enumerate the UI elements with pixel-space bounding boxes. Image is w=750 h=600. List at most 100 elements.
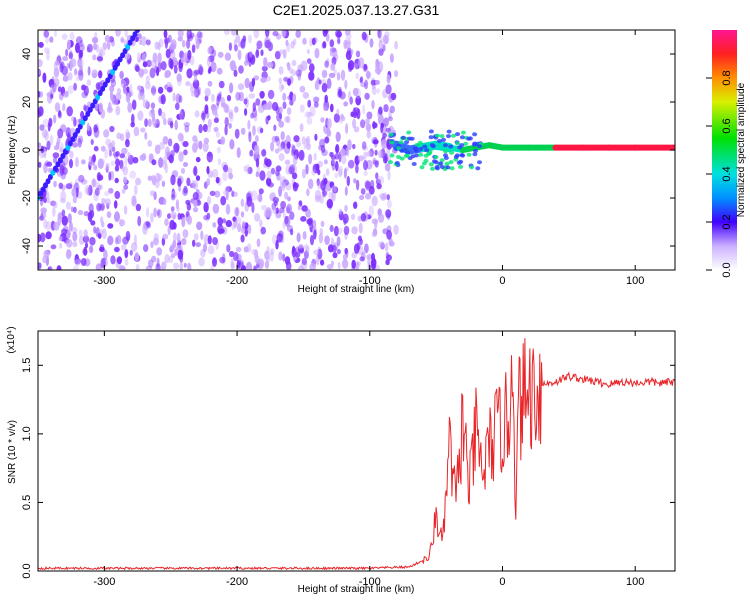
- heatmap-cell: [260, 77, 267, 83]
- heatmap-cell: [164, 146, 170, 158]
- heatmap-cell: [126, 86, 130, 93]
- heatmap-trace-cell: [132, 31, 138, 38]
- heatmap-cell: [329, 39, 335, 48]
- heatmap-cell: [353, 126, 360, 133]
- heatmap-xlabel: Height of straight line (km): [298, 284, 415, 295]
- heatmap-cell: [318, 79, 322, 85]
- heatmap-cell: [220, 136, 226, 145]
- heatmap-cell: [314, 48, 320, 59]
- heatmap-cell: [129, 83, 133, 93]
- heatmap-cell: [235, 246, 242, 253]
- heatmap-cell: [116, 132, 122, 140]
- heatmap-cell: [279, 49, 284, 55]
- heatmap-cell: [212, 106, 218, 116]
- heatmap-cell: [40, 153, 44, 159]
- heatmap-cell: [385, 251, 390, 259]
- heatmap-cell: [95, 263, 102, 270]
- heatmap-cell: [72, 195, 77, 204]
- heatmap-cell: [125, 94, 129, 102]
- heatmap-cell: [151, 255, 157, 263]
- heatmap-cell: [119, 159, 124, 170]
- heatmap-cell: [284, 191, 289, 200]
- heatmap-cell: [284, 256, 291, 265]
- heatmap-cell: [222, 218, 227, 224]
- heatmap-cell: [72, 265, 79, 270]
- heatmap-cell: [115, 93, 122, 101]
- heatmap-cell: [93, 164, 98, 171]
- heatmap-cell: [57, 86, 62, 93]
- heatmap-cell: [210, 61, 217, 73]
- heatmap-cell: [131, 199, 138, 207]
- heatmap-cell: [75, 75, 80, 82]
- heatmap-cell: [203, 202, 209, 213]
- heatmap-cell: [394, 70, 399, 78]
- heatmap-cell: [69, 31, 75, 41]
- heatmap-cell: [167, 138, 173, 147]
- heatmap-cell: [75, 187, 79, 198]
- heatmap-cell: [301, 136, 306, 145]
- heatmap-cell: [127, 102, 133, 113]
- heatmap-cell: [361, 31, 367, 41]
- heatmap-cell: [138, 91, 143, 101]
- heatmap-cell: [163, 117, 167, 126]
- heatmap-transition-cell: [446, 129, 452, 134]
- heatmap-cell: [212, 222, 217, 228]
- heatmap-cell: [243, 165, 248, 173]
- heatmap-cell: [286, 203, 293, 214]
- heatmap-cell: [253, 265, 257, 270]
- heatmap-cell: [114, 236, 119, 245]
- heatmap-cell: [332, 252, 338, 259]
- heatmap-cell: [42, 118, 49, 128]
- heatmap-cell: [144, 118, 149, 127]
- heatmap-cell: [269, 251, 274, 262]
- heatmap-transition-cell: [398, 140, 404, 145]
- heatmap-cell: [59, 164, 65, 176]
- heatmap-transition-cell: [430, 144, 436, 149]
- heatmap-cell: [386, 74, 391, 84]
- snr-ytick-label: 0.0: [21, 563, 33, 578]
- heatmap-trace-cell: [40, 186, 46, 193]
- heatmap-cell: [324, 94, 329, 103]
- heatmap-cell: [190, 91, 197, 97]
- heatmap-cell: [228, 42, 232, 51]
- heatmap-cell: [229, 82, 234, 94]
- heatmap-cell: [177, 132, 184, 142]
- heatmap-cell: [248, 93, 256, 99]
- heatmap-cell: [344, 41, 351, 49]
- heatmap-cell: [58, 242, 63, 249]
- heatmap-cell: [62, 92, 68, 98]
- heatmap-cell: [323, 190, 327, 198]
- heatmap-cell: [137, 57, 142, 63]
- heatmap-cell: [364, 243, 369, 254]
- heatmap-cell: [278, 120, 285, 128]
- heatmap-cell: [134, 184, 138, 196]
- heatmap-cell: [291, 59, 297, 67]
- heatmap-cell: [328, 72, 336, 78]
- heatmap-cell: [158, 61, 162, 73]
- heatmap-trace-cell: [60, 153, 66, 159]
- heatmap-cell: [192, 180, 198, 190]
- heatmap-cell: [158, 38, 164, 48]
- snr-ytick-label: 0.5: [21, 495, 33, 510]
- heatmap-cell: [89, 236, 96, 246]
- heatmap-cell: [228, 172, 234, 180]
- heatmap-cell: [320, 117, 325, 123]
- heatmap-cell: [331, 244, 337, 253]
- heatmap-cell: [357, 155, 365, 162]
- heatmap-cell: [260, 226, 267, 235]
- heatmap-cell: [49, 36, 54, 43]
- heatmap-cell: [261, 65, 268, 72]
- heatmap-cell: [335, 145, 339, 153]
- heatmap-cell: [137, 110, 144, 121]
- heatmap-cell: [100, 145, 106, 152]
- heatmap-cell: [240, 211, 245, 218]
- heatmap-cell: [169, 121, 174, 129]
- heatmap-cell: [43, 162, 48, 174]
- heatmap-cell: [179, 262, 184, 270]
- heatmap-cell: [108, 171, 112, 181]
- heatmap-trace-cell: [102, 81, 108, 88]
- heatmap-cell: [104, 198, 112, 206]
- heatmap-cell: [256, 238, 261, 248]
- heatmap-cell: [129, 90, 134, 97]
